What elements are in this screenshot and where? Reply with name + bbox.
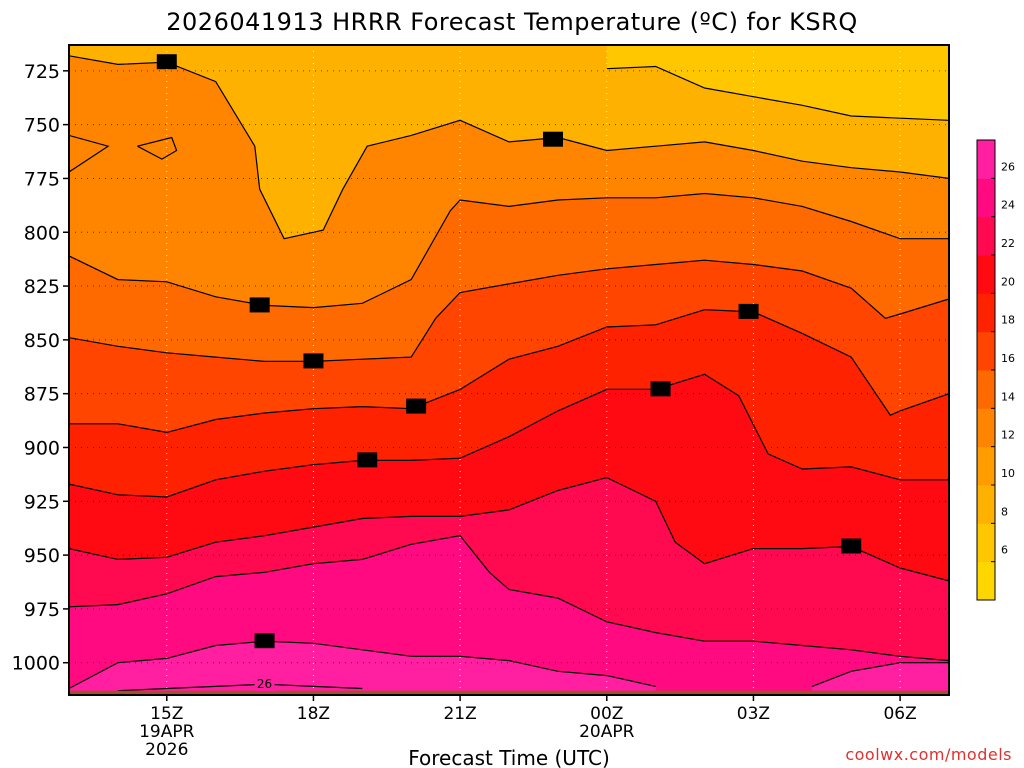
contour-18: [69, 373, 949, 498]
contour-label-bg: [254, 633, 275, 649]
x-tick-label: 15Z: [150, 704, 183, 724]
colorbar-tick-label: 22: [1001, 237, 1015, 250]
colorbar-segment: [977, 255, 995, 294]
y-tick-label: 900: [24, 437, 60, 459]
contour-label-bg: [738, 303, 759, 319]
x-tick-label: 00Z: [590, 704, 623, 724]
contour-10: [606, 65, 949, 121]
x-tick-label: 03Z: [737, 704, 770, 724]
contour-24: [69, 640, 656, 690]
x-tick-sublabel: 19APR: [139, 722, 195, 742]
contour-22: [69, 535, 949, 662]
x-tick-label: 21Z: [443, 704, 476, 724]
contour-label: 16: [408, 400, 423, 414]
colorbar-segment: [977, 446, 995, 486]
x-tick-sublabel: 2026: [145, 740, 188, 760]
contour-label-bg: [841, 538, 862, 554]
contour-label-bg: [406, 398, 427, 414]
contour-lines: [69, 55, 949, 692]
colorbar: 6 8 10 12 14 16 18 20 22 24 26: [976, 139, 1015, 601]
colorbar-segment: [977, 331, 995, 371]
colorbar-tick-label: 26: [1001, 160, 1015, 173]
band-10: [69, 135, 109, 172]
contour-14: [69, 259, 949, 362]
colorbar-segment: [977, 561, 995, 601]
contour-label-bg: [254, 676, 275, 692]
colorbar-segment: [977, 485, 995, 524]
colorbar-tick-label: 10: [1001, 467, 1015, 480]
contour-label: 18: [360, 453, 375, 467]
grid-lines: [69, 45, 949, 695]
contour-label: 10: [159, 55, 174, 69]
x-tick-sublabel: 20APR: [579, 722, 635, 742]
y-tick-label: 825: [24, 276, 60, 298]
ground-band: [69, 690, 949, 695]
x-tick-label: 06Z: [883, 704, 916, 724]
contour-label: 12: [252, 298, 267, 312]
contour-label-bg: [357, 452, 378, 468]
credit-text: coolwx.com/models: [845, 745, 1012, 764]
contour-26: [117, 683, 363, 692]
y-tick-label: 875: [24, 384, 60, 406]
x-axis-label: Forecast Time (UTC): [408, 746, 610, 768]
contour-label: 24: [257, 634, 272, 648]
colorbar-segment: [977, 293, 995, 333]
colorbar-tick-label: 14: [1001, 390, 1015, 403]
contour-labels: 10 10 12 14 16 16 18 18 20 24 26: [156, 54, 862, 692]
band-24: [69, 641, 656, 695]
colorbar-tick-label: 20: [1001, 275, 1015, 288]
surface-ground: [69, 690, 949, 695]
y-axis-pressure-ticks: 725 750 775 800 825 850 875 900 925 950 975 1000: [12, 61, 69, 675]
colorbar-segment: [977, 216, 995, 256]
contour-label: 16: [741, 305, 756, 319]
contour-12: [69, 192, 949, 309]
contour-label-bg: [249, 297, 270, 313]
contour-10: [137, 136, 178, 160]
colorbar-segment: [977, 370, 995, 409]
band-24: [812, 662, 949, 695]
contour-label-bg: [650, 381, 671, 397]
colorbar-segment: [977, 523, 995, 563]
contour-10: [69, 55, 949, 240]
contour-10: [69, 134, 110, 173]
y-tick-label: 750: [24, 115, 60, 137]
colorbar-tick-label: 12: [1001, 429, 1015, 442]
y-tick-label: 925: [24, 491, 60, 513]
contour-label: 18: [653, 382, 668, 396]
temperature-fill-bands: [69, 45, 949, 695]
chart-title: 2026041913 HRRR Forecast Temperature (ºC…: [166, 8, 857, 36]
contour-label-bg: [543, 131, 563, 147]
contour-label: 26: [257, 677, 272, 691]
colorbar-segment: [977, 140, 995, 179]
y-tick-label: 775: [24, 168, 60, 190]
colorbar-segment: [977, 178, 995, 218]
colorbar-tick-label: 6: [1001, 544, 1008, 557]
contour-24: [811, 662, 949, 687]
colorbar-tick-label: 8: [1001, 505, 1008, 518]
y-tick-label: 975: [24, 599, 60, 621]
band-below-8: [606, 45, 949, 121]
y-tick-label: 850: [24, 330, 60, 352]
colorbar-segment: [977, 408, 995, 448]
colorbar-tick-label: 16: [1001, 352, 1015, 365]
contour-label-bg: [156, 54, 177, 70]
y-tick-label: 800: [24, 222, 60, 244]
y-tick-label: 1000: [12, 653, 60, 675]
plot-frame: [68, 44, 950, 696]
contour-20: [69, 476, 949, 582]
y-tick-label: 950: [24, 545, 60, 567]
colorbar-tick-label: 18: [1001, 314, 1015, 327]
contour-label: 10: [545, 133, 560, 147]
x-tick-label: 18Z: [297, 704, 330, 724]
contour-16: [69, 309, 949, 434]
colorbar-tick-label: 24: [1001, 199, 1015, 212]
y-tick-label: 725: [24, 61, 60, 83]
contour-label: 14: [306, 354, 321, 368]
contour-label: 20: [844, 539, 859, 553]
contour-label-bg: [303, 353, 324, 369]
